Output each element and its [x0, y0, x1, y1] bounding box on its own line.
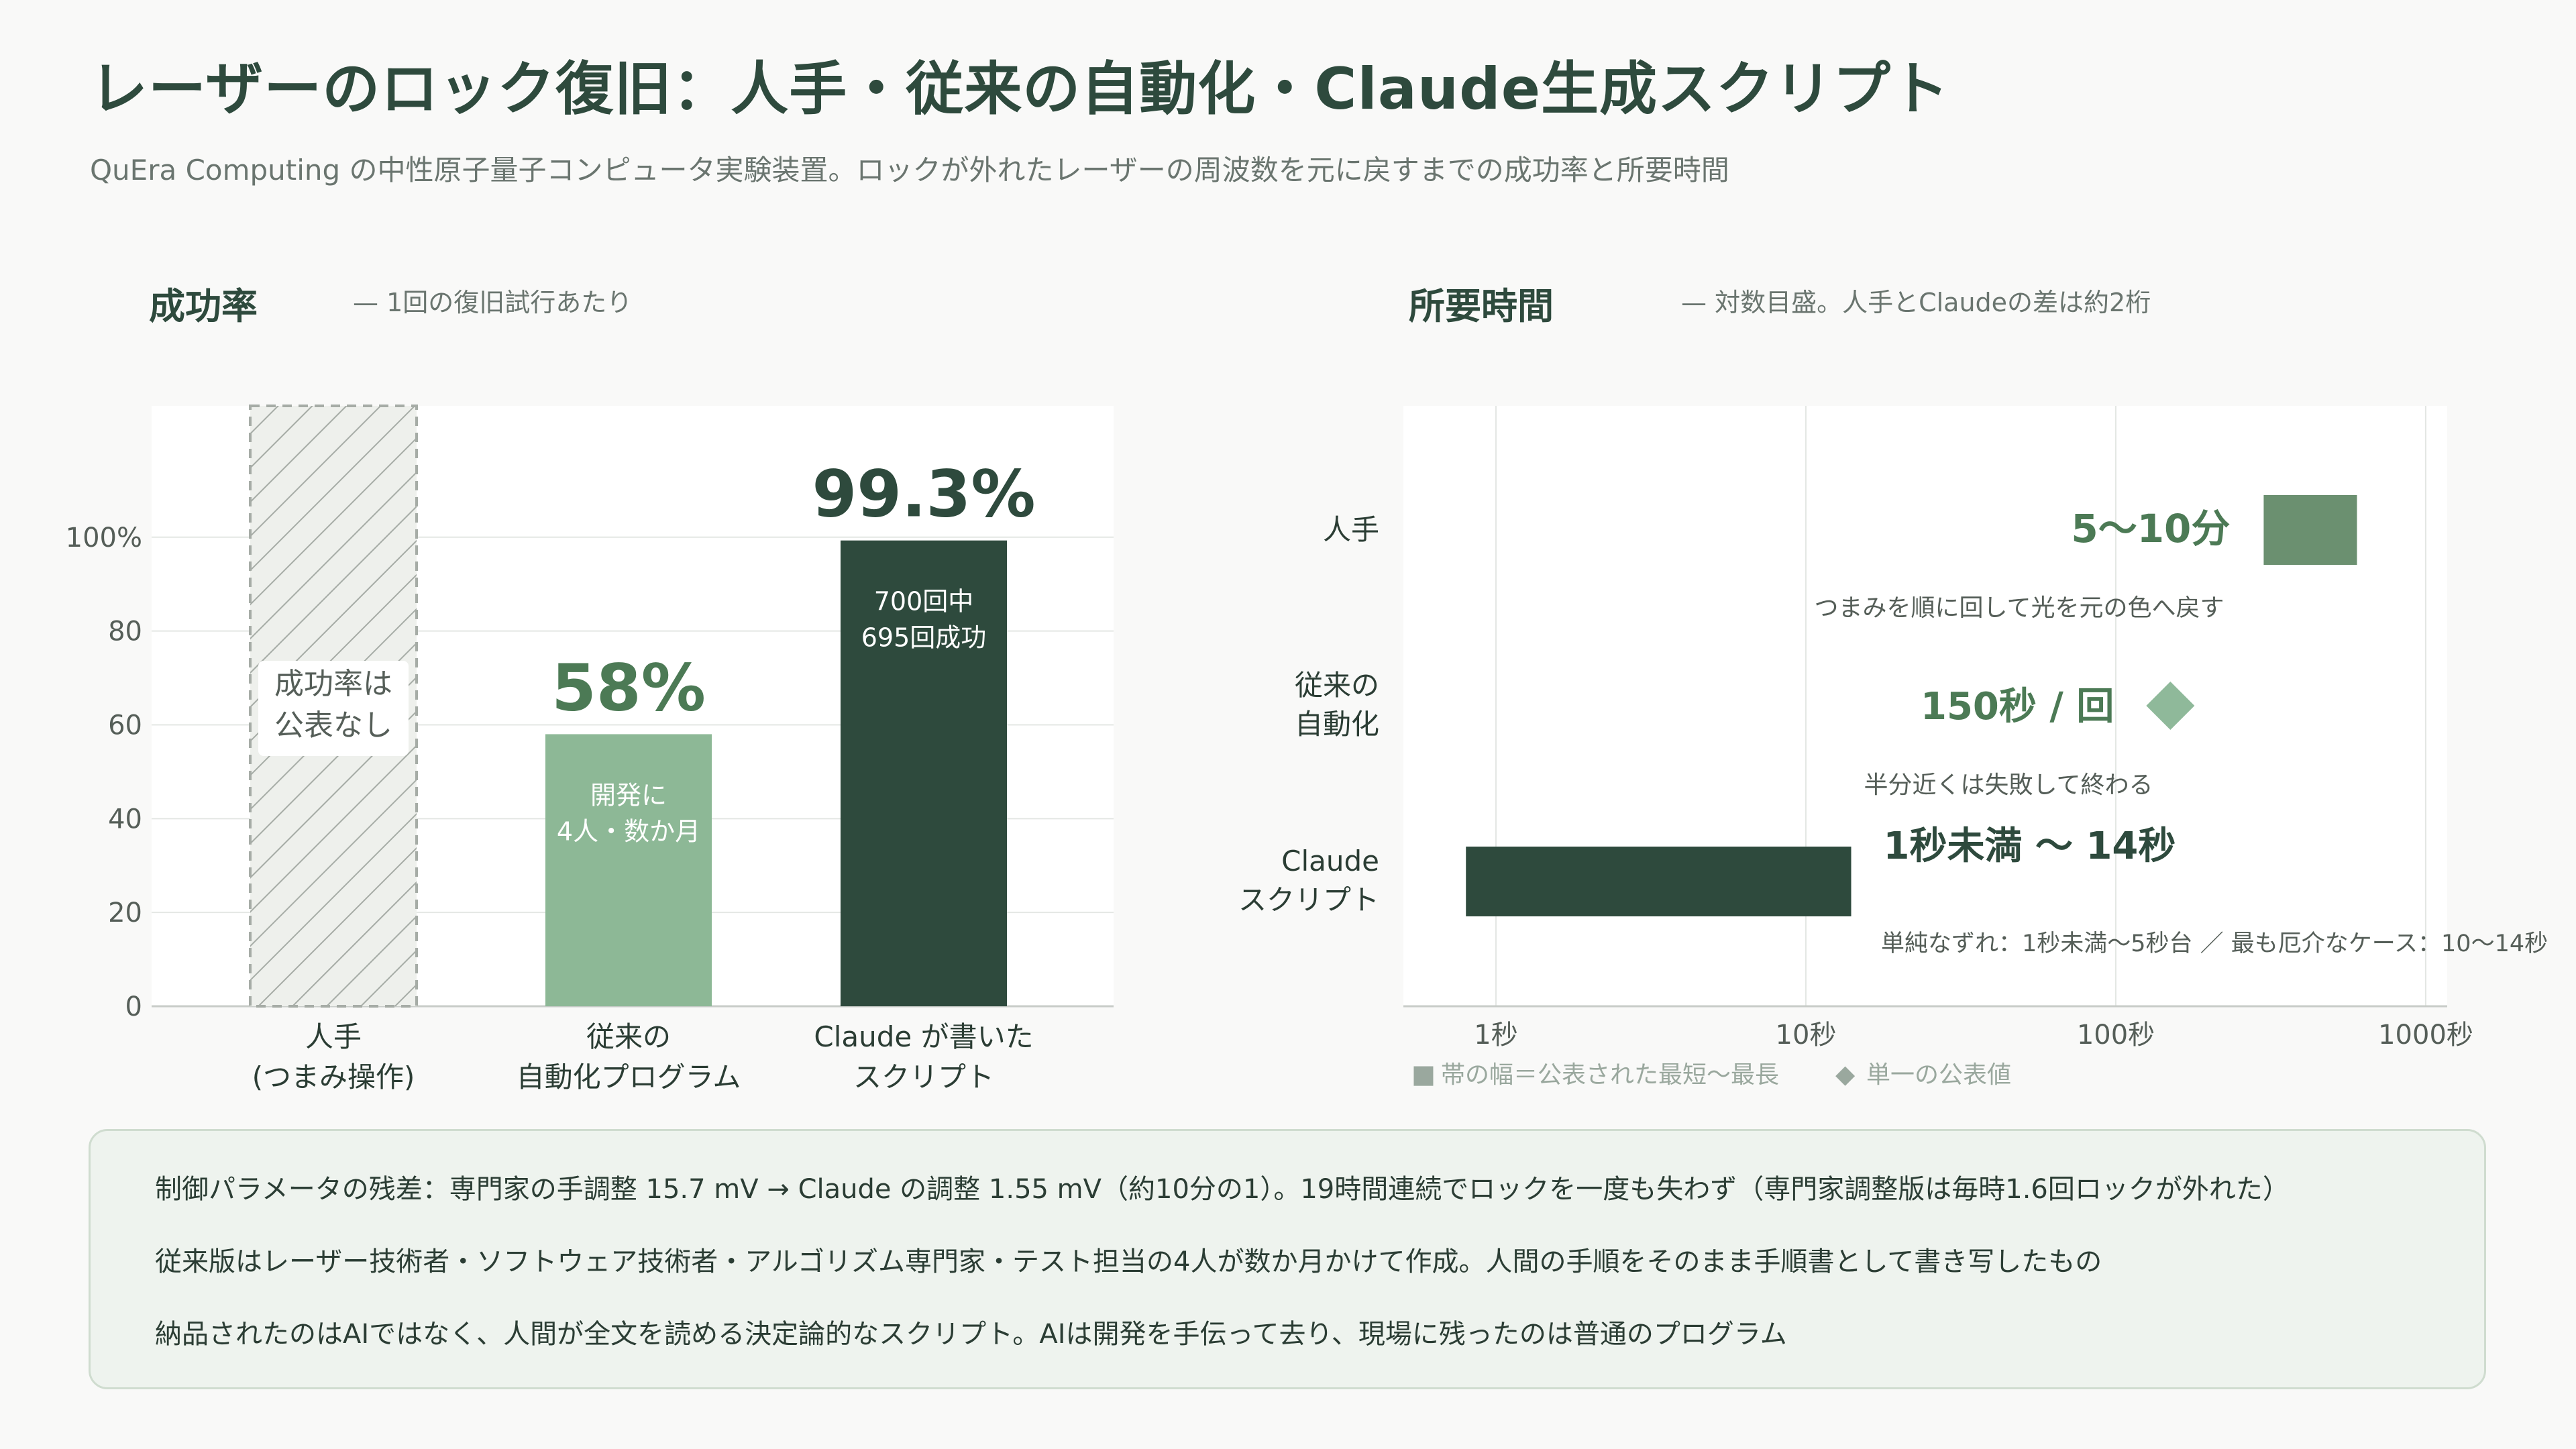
legend-point-text: 単一の公表値 [1866, 1061, 2011, 1089]
legend-band-text: 帯の幅＝公表された最短〜最長 [1441, 1061, 1779, 1089]
duration-value-label: 150秒 / 回 [1921, 685, 2114, 729]
notes-panel: 制御パラメータの残差：専門家の手調整 15.7 mV → Claude の調整 … [89, 1129, 2486, 1389]
x-category-label: 人手 [305, 1020, 362, 1053]
bar-inner-label: 公表なし [274, 708, 392, 743]
bar [545, 734, 712, 1006]
y-tick-label: 20 [108, 898, 142, 928]
row-label: 人手 [1323, 513, 1379, 546]
x-category-label: スクリプト [853, 1061, 994, 1093]
x-tick-label: 100秒 [2077, 1020, 2155, 1051]
note-line-delivery: 納品されたのはAIではなく、人間が全文を読める決定論的なスクリプト。AIは開発を… [155, 1319, 1787, 1350]
x-category-label: 自動化プログラム [517, 1061, 741, 1093]
x-tick-label: 1秒 [1474, 1020, 1517, 1051]
row-label: 従来の [1295, 669, 1379, 702]
page-subtitle: QuEra Computing の中性原子量子コンピュータ実験装置。ロックが外れ… [90, 154, 1729, 186]
success-rate-note: — 1回の復旧試行あたり [353, 288, 633, 317]
bar-inner-label: 成功率は [274, 667, 392, 701]
duration-title: 所要時間 [1409, 285, 1554, 327]
charts-canvas: 020406080100%成功率は公表なし人手(つまみ操作)58%開発に4人・数… [66, 405, 2548, 1093]
y-tick-label: 100% [66, 523, 142, 553]
bar [841, 540, 1007, 1006]
legend-band-symbol: ■ [1411, 1059, 1436, 1089]
x-category-label: Claude が書いた [814, 1020, 1033, 1053]
bar-inner-label: 695回成功 [861, 623, 987, 653]
x-tick-label: 10秒 [1776, 1020, 1837, 1051]
duration-note: 半分近くは失敗して終わる [1864, 771, 2153, 799]
duration-band [1466, 847, 1851, 916]
bar-inner-label: 4人・数か月 [557, 816, 700, 846]
bar-inner-label: 開発に [590, 780, 667, 810]
duration-point [2146, 682, 2195, 730]
y-tick-label: 0 [125, 991, 142, 1022]
note-line-legacy: 従来版はレーザー技術者・ソフトウェア技術者・アルゴリズム専門家・テスト担当の4人… [155, 1246, 2102, 1277]
x-category-label: 従来の [586, 1020, 671, 1053]
y-tick-label: 60 [108, 710, 142, 741]
y-tick-label: 80 [108, 616, 142, 647]
bar-label-box [258, 661, 409, 756]
note-line-residual: 制御パラメータの残差：専門家の手調整 15.7 mV → Claude の調整 … [155, 1174, 2290, 1205]
page-title: レーザーのロック復旧：人手・従来の自動化・Claude生成スクリプト [90, 56, 1950, 123]
bar-value-label: 99.3% [812, 457, 1035, 532]
duration-band [2263, 495, 2357, 565]
row-label: 自動化 [1295, 708, 1379, 741]
duration-note: — 対数目盛。人手とClaudeの差は約2桁 [1681, 288, 2151, 317]
row-label: スクリプト [1238, 883, 1379, 916]
duration-value-label: 5〜10分 [2071, 506, 2230, 551]
y-tick-label: 40 [108, 804, 142, 835]
success-rate-title: 成功率 [149, 285, 258, 327]
x-tick-label: 1000秒 [2378, 1020, 2473, 1051]
bar-inner-label: 700回中 [874, 587, 974, 616]
row-label: Claude [1281, 845, 1379, 877]
duration-value-label: 1秒未満 〜 14秒 [1884, 824, 2176, 868]
duration-chart: 1秒 10秒 100秒 1000秒 人手 5〜10分つまみを順に回して光を元の色へ戻す従来… [1238, 406, 2548, 1089]
duration-note: つまみを順に回して光を元の色へ戻す [1815, 594, 2224, 622]
duration-note: 単純なずれ：1秒未満〜5秒台 ／ 最も厄介なケース：10〜14秒 [1881, 930, 2548, 957]
x-category-label: (つまみ操作) [252, 1061, 415, 1093]
legend-point-symbol: ◆ [1835, 1059, 1856, 1089]
bar-value-label: 58% [551, 650, 706, 725]
